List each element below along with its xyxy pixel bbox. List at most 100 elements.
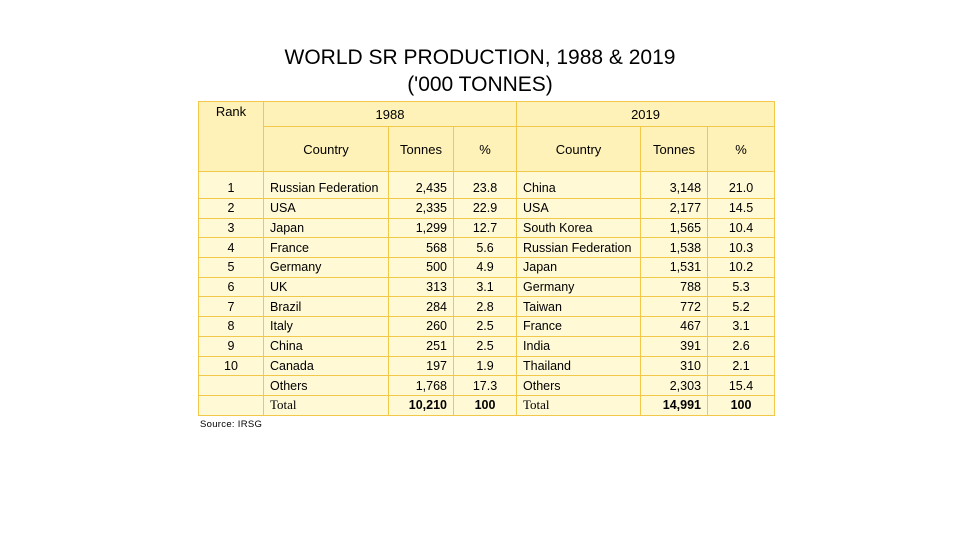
percent-1988-cell: 5.6	[452, 237, 518, 259]
tonnes-2019-cell: 1,538	[640, 237, 709, 259]
percent-2019-cell: 3.1	[707, 316, 776, 337]
source-note: Source: IRSG	[200, 419, 263, 430]
country-2019-cell: USA	[516, 198, 642, 219]
table-row: 1 Russian Federation 2,435 23.8 China 3,148 21…	[198, 171, 776, 199]
percent-2019-cell: 10.4	[707, 217, 776, 239]
country-1988-cell: USA	[263, 198, 389, 219]
tonnes-1988-header: Tonnes	[388, 126, 454, 172]
country-1988-cell: Russian Federation	[263, 171, 389, 199]
rank-cell: 4	[198, 237, 264, 259]
country-1988-cell: Germany	[263, 257, 389, 278]
percent-1988-cell: 2.8	[452, 296, 518, 318]
country-1988-cell: Italy	[263, 316, 389, 337]
country-2019-cell: China	[516, 171, 642, 199]
tonnes-1988-cell: 2,435	[388, 171, 454, 199]
title-line-2: ('000 TONNES)	[407, 73, 553, 96]
table-row: 2 USA 2,335 22.9 USA 2,177 14.5	[198, 198, 776, 219]
table-row: 3 Japan 1,299 12.7 South Korea 1,565 10.4	[198, 217, 776, 239]
percent-1988-cell: 3.1	[452, 276, 518, 298]
total-percent-2019: 100	[707, 394, 776, 416]
tonnes-1988-cell: 500	[388, 257, 454, 278]
rank-cell: 9	[198, 335, 264, 357]
country-2019-cell: Germany	[516, 276, 642, 298]
percent-1988-cell: 2.5	[452, 335, 518, 357]
percent-1988-header: %	[452, 126, 518, 172]
total-label-1988: Total	[263, 394, 389, 416]
tonnes-1988-cell: 284	[388, 296, 454, 318]
rank-cell: 5	[198, 257, 264, 278]
page-title: WORLD SR PRODUCTION, 1988 & 2019 ('000 T…	[0, 44, 960, 98]
percent-1988-cell: 4.9	[452, 257, 518, 278]
percent-1988-cell: 22.9	[452, 198, 518, 219]
country-2019-cell: South Korea	[516, 217, 642, 239]
country-1988-cell: Canada	[263, 355, 389, 377]
tonnes-2019-cell: 3,148	[640, 171, 709, 199]
tonnes-1988-cell: 260	[388, 316, 454, 337]
tonnes-2019-cell: 788	[640, 276, 709, 298]
year-2019-header: 2019	[516, 101, 776, 127]
country-1988-cell: Others	[263, 375, 389, 396]
tonnes-2019-cell: 1,531	[640, 257, 709, 278]
country-2019-cell: France	[516, 316, 642, 337]
table-row: 5 Germany 500 4.9 Japan 1,531 10.2	[198, 257, 776, 278]
rank-header: Rank	[198, 101, 264, 172]
tonnes-1988-cell: 313	[388, 276, 454, 298]
tonnes-1988-cell: 1,768	[388, 375, 454, 396]
tonnes-2019-cell: 467	[640, 316, 709, 337]
percent-2019-cell: 5.2	[707, 296, 776, 318]
country-2019-cell: Japan	[516, 257, 642, 278]
table-row: 7 Brazil 284 2.8 Taiwan 772 5.2	[198, 296, 776, 318]
percent-1988-cell: 1.9	[452, 355, 518, 377]
title-line-1: WORLD SR PRODUCTION, 1988 & 2019	[284, 46, 676, 69]
table-row: 9 China 251 2.5 India 391 2.6	[198, 335, 776, 357]
tonnes-2019-header: Tonnes	[640, 126, 709, 172]
percent-2019-cell: 2.1	[707, 355, 776, 377]
percent-2019-cell: 2.6	[707, 335, 776, 357]
percent-2019-cell: 14.5	[707, 198, 776, 219]
country-2019-cell: Taiwan	[516, 296, 642, 318]
total-percent-1988: 100	[452, 394, 518, 416]
total-tonnes-2019: 14,991	[640, 394, 709, 416]
rank-cell: 6	[198, 276, 264, 298]
table-row: 10 Canada 197 1.9 Thailand 310 2.1	[198, 355, 776, 377]
table-row: 8 Italy 260 2.5 France 467 3.1	[198, 316, 776, 337]
percent-1988-cell: 17.3	[452, 375, 518, 396]
percent-1988-cell: 23.8	[452, 171, 518, 199]
country-2019-header: Country	[516, 126, 642, 172]
tonnes-1988-cell: 197	[388, 355, 454, 377]
country-1988-header: Country	[263, 126, 389, 172]
tonnes-2019-cell: 2,303	[640, 375, 709, 396]
total-label-2019: Total	[516, 394, 642, 416]
rank-cell: 3	[198, 217, 264, 239]
tonnes-2019-cell: 310	[640, 355, 709, 377]
country-2019-cell: India	[516, 335, 642, 357]
country-2019-cell: Russian Federation	[516, 237, 642, 259]
production-table: Rank 1988 2019 Country Tonnes % Country …	[198, 101, 776, 416]
tonnes-1988-cell: 1,299	[388, 217, 454, 239]
rank-cell: 2	[198, 198, 264, 219]
country-1988-cell: Brazil	[263, 296, 389, 318]
percent-2019-cell: 5.3	[707, 276, 776, 298]
percent-2019-cell: 21.0	[707, 171, 776, 199]
country-2019-cell: Others	[516, 375, 642, 396]
country-2019-cell: Thailand	[516, 355, 642, 377]
rank-cell	[198, 375, 264, 396]
table-row: Others 1,768 17.3 Others 2,303 15.4	[198, 375, 776, 396]
country-1988-cell: Japan	[263, 217, 389, 239]
total-rank-cell	[198, 394, 264, 416]
tonnes-2019-cell: 1,565	[640, 217, 709, 239]
table-row: 6 UK 313 3.1 Germany 788 5.3	[198, 276, 776, 298]
tonnes-2019-cell: 2,177	[640, 198, 709, 219]
tonnes-1988-cell: 568	[388, 237, 454, 259]
percent-1988-cell: 2.5	[452, 316, 518, 337]
tonnes-1988-cell: 251	[388, 335, 454, 357]
table-row: 4 France 568 5.6 Russian Federation 1,538 10.3	[198, 237, 776, 259]
percent-2019-header: %	[707, 126, 776, 172]
percent-2019-cell: 10.3	[707, 237, 776, 259]
percent-2019-cell: 10.2	[707, 257, 776, 278]
country-1988-cell: China	[263, 335, 389, 357]
country-1988-cell: France	[263, 237, 389, 259]
rank-cell: 8	[198, 316, 264, 337]
tonnes-2019-cell: 391	[640, 335, 709, 357]
tonnes-2019-cell: 772	[640, 296, 709, 318]
